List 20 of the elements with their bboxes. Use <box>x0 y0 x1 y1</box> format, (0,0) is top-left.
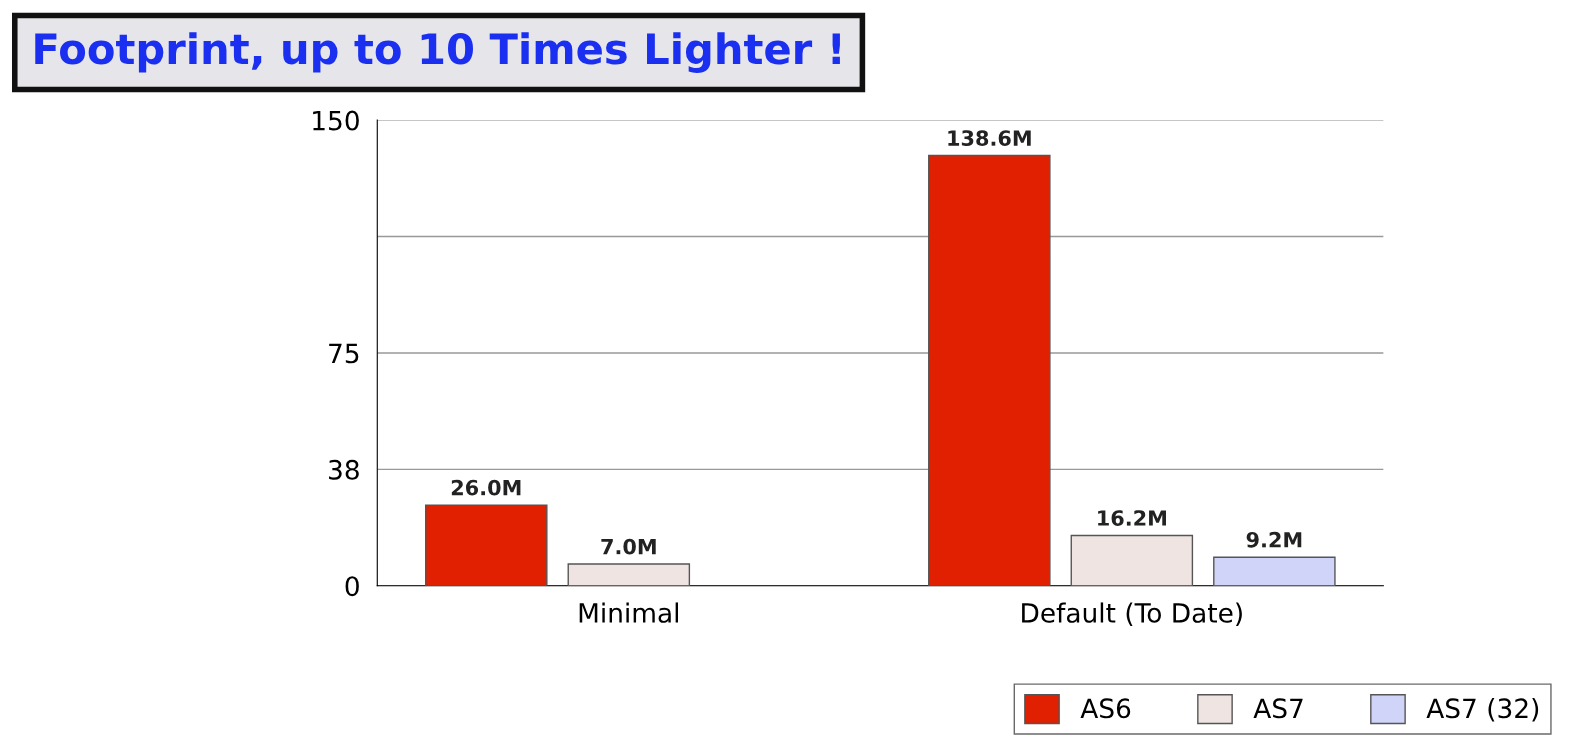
bar <box>1213 556 1336 586</box>
data-label: 9.2M <box>1246 531 1302 548</box>
bar <box>928 154 1051 586</box>
y-tick-label: 38 <box>329 459 359 480</box>
y-tick-label: 75 <box>329 343 359 364</box>
data-label: 26.0M <box>451 479 521 496</box>
data-label: 16.2M <box>1098 510 1166 526</box>
chart-title: Footprint, up to 10 Times Lighter ! <box>35 32 840 73</box>
x-tick-label: Default (To Date) <box>1022 602 1242 626</box>
data-label: 138.6M <box>948 130 1031 146</box>
bar <box>1070 534 1194 586</box>
legend-label: AS7 <box>1253 698 1303 719</box>
bar <box>567 563 691 586</box>
x-tick-label: Minimal <box>579 602 679 623</box>
y-tick-label: 150 <box>313 110 359 131</box>
legend-label: AS6 <box>1080 698 1131 719</box>
bar <box>425 504 548 586</box>
y-tick-label: 0 <box>345 576 359 597</box>
legend-label: AS7 (32) <box>1426 697 1539 722</box>
data-label: 7.0M <box>601 538 656 555</box>
